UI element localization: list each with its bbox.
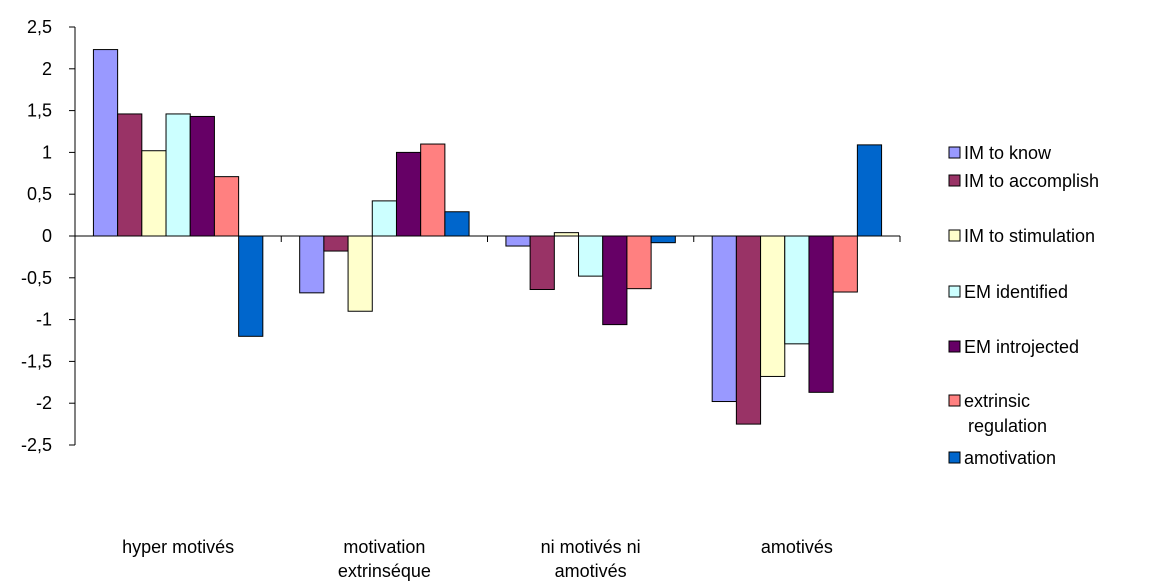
y-tick-label: 2 xyxy=(42,59,52,79)
bar xyxy=(650,235,676,244)
bar xyxy=(371,200,397,237)
category-label: ni motivés ni xyxy=(541,537,641,557)
legend-label: extrinsic xyxy=(964,391,1030,411)
y-tick-label: 2,5 xyxy=(27,17,52,37)
legend-label: amotivation xyxy=(964,448,1056,468)
bar xyxy=(141,150,167,237)
bar xyxy=(602,235,628,326)
bar xyxy=(395,151,422,237)
bar xyxy=(92,49,119,237)
bar xyxy=(808,235,834,393)
y-tick-label: -0,5 xyxy=(21,268,52,288)
bar xyxy=(626,235,652,290)
bar xyxy=(189,115,215,237)
category-labels: hyper motivés motivation extrinséque ni mot… xyxy=(122,537,833,581)
legend-label: EM identified xyxy=(964,282,1068,302)
legend-swatch xyxy=(948,174,961,187)
bar xyxy=(578,235,604,277)
bar xyxy=(735,235,762,425)
y-axis-ticks: 2,5 2 1,5 1 0,5 0 -0,5 -1 -1,5 -2 -2,5 xyxy=(21,17,75,455)
y-tick-label: -1,5 xyxy=(21,351,52,371)
bar xyxy=(420,143,446,237)
legend: IM to know IM to accomplish IM to stimulat… xyxy=(948,143,1099,468)
bar xyxy=(444,211,470,237)
y-tick-label: 0,5 xyxy=(27,184,52,204)
legend-label: IM to know xyxy=(964,143,1052,163)
legend-swatch xyxy=(948,451,961,464)
bar xyxy=(553,232,580,237)
y-tick-label: 1 xyxy=(42,142,52,162)
bar xyxy=(347,235,373,312)
bar xyxy=(711,235,737,403)
bar xyxy=(760,235,786,377)
legend-swatch xyxy=(948,394,961,407)
y-tick-label: -2,5 xyxy=(21,435,52,455)
axes xyxy=(74,27,901,445)
bar xyxy=(529,235,555,291)
y-tick-label: 1,5 xyxy=(27,101,52,121)
category-label: extrinséque xyxy=(338,561,431,581)
legend-label: IM to stimulation xyxy=(964,226,1095,246)
y-tick-label: -2 xyxy=(36,393,52,413)
category-label: amotivés xyxy=(555,561,627,581)
bar xyxy=(505,235,531,247)
category-label: hyper motivés xyxy=(122,537,234,557)
legend-swatch xyxy=(948,146,961,159)
legend-swatch xyxy=(948,229,961,242)
legend-label: EM introjected xyxy=(964,337,1079,357)
bar xyxy=(213,176,240,237)
y-tick-label: 0 xyxy=(42,226,52,246)
bar xyxy=(832,235,858,293)
bar xyxy=(856,144,883,237)
bar xyxy=(784,235,810,345)
legend-label: regulation xyxy=(968,416,1047,436)
legend-swatch xyxy=(948,285,961,298)
bar xyxy=(299,235,325,294)
legend-swatch xyxy=(948,340,961,353)
bar xyxy=(323,235,349,252)
bars xyxy=(92,49,883,425)
bar xyxy=(165,113,191,237)
category-label: amotivés xyxy=(761,537,833,557)
bar xyxy=(117,113,143,237)
y-tick-label: -1 xyxy=(36,310,52,330)
bar xyxy=(238,235,264,337)
legend-label: IM to accomplish xyxy=(964,171,1099,191)
category-label: motivation xyxy=(343,537,425,557)
